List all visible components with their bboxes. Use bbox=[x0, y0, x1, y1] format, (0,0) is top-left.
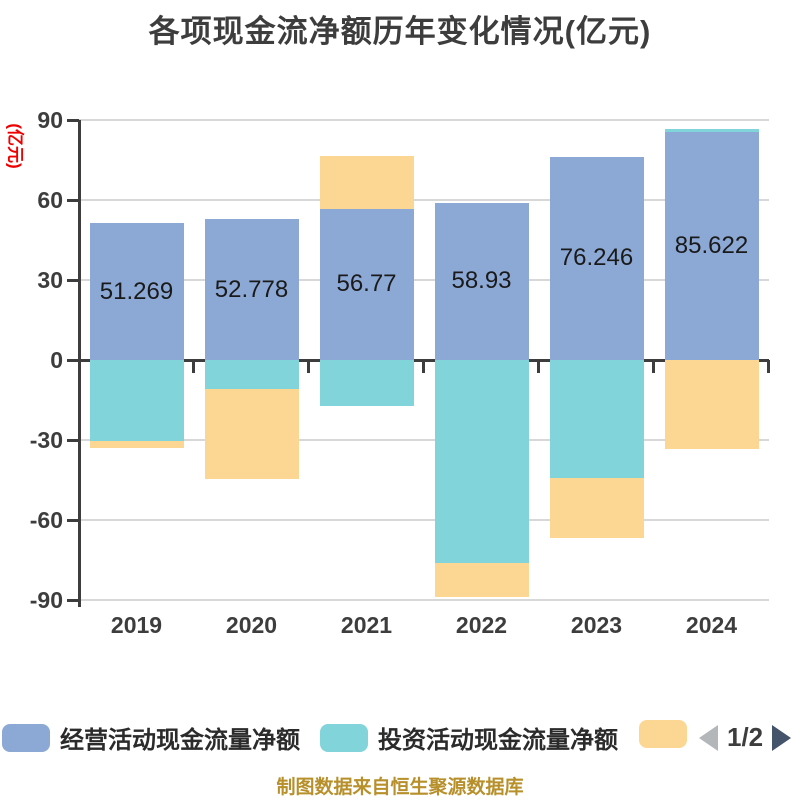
legend: 经营活动现金流量净额 投资活动现金流量净额 1/2 bbox=[0, 716, 800, 762]
y-axis-tick-label: -30 bbox=[29, 427, 63, 453]
y-axis-tick-label: 90 bbox=[37, 107, 63, 133]
bar-segment[interactable] bbox=[434, 202, 529, 360]
bar-segment[interactable] bbox=[664, 360, 759, 450]
gridline bbox=[79, 199, 769, 201]
legend-pager: 1/2 bbox=[699, 722, 792, 753]
bar-value-label: 76.246 bbox=[559, 244, 634, 272]
bar-segment[interactable] bbox=[319, 208, 414, 360]
bar-value-label: 51.269 bbox=[99, 277, 174, 305]
bar-segment[interactable] bbox=[434, 562, 529, 598]
y-axis-tick bbox=[67, 198, 79, 202]
y-axis-tick bbox=[67, 358, 79, 362]
bar-segment[interactable] bbox=[549, 478, 644, 539]
x-axis-label: 2021 bbox=[340, 612, 393, 638]
x-axis-tick bbox=[652, 360, 655, 373]
gridline bbox=[79, 279, 769, 281]
legend-swatch-third bbox=[639, 720, 687, 748]
y-axis-tick-label: 30 bbox=[37, 267, 63, 293]
bar-segment[interactable] bbox=[664, 129, 759, 132]
bar-segment[interactable] bbox=[319, 360, 414, 407]
bar-segment[interactable] bbox=[204, 360, 299, 390]
x-axis-label: 2023 bbox=[570, 612, 623, 638]
legend-item-third-series[interactable] bbox=[639, 716, 687, 748]
bar-segment[interactable] bbox=[434, 360, 529, 563]
legend-item-operating-cashflow[interactable]: 经营活动现金流量净额 bbox=[2, 716, 300, 755]
bar-segment[interactable] bbox=[89, 360, 184, 442]
y-axis-tick-label: 0 bbox=[50, 347, 63, 373]
bar-value-label: 85.622 bbox=[674, 231, 749, 259]
gridline bbox=[79, 439, 769, 441]
x-axis-tick bbox=[422, 360, 425, 373]
y-axis-tick bbox=[67, 118, 79, 122]
bar-value-label: 56.77 bbox=[336, 270, 397, 298]
y-axis-tick bbox=[67, 518, 79, 522]
x-axis-tick bbox=[767, 360, 770, 373]
x-axis-label: 2020 bbox=[225, 612, 278, 638]
legend-label-operating: 经营活动现金流量净额 bbox=[60, 727, 300, 754]
legend-item-investing-cashflow[interactable]: 投资活动现金流量净额 bbox=[320, 716, 618, 755]
x-axis-label: 2019 bbox=[110, 612, 163, 638]
legend-page-indicator: 1/2 bbox=[727, 722, 764, 752]
legend-swatch-operating bbox=[2, 723, 50, 752]
gridline bbox=[79, 519, 769, 521]
y-axis-tick-label: 60 bbox=[37, 187, 63, 213]
bar-chart-plot-area: -90 -60 -30 0 30 60 90 51.269 2019 52.778 2020 56.7… bbox=[29, 107, 770, 638]
y-axis-tick bbox=[67, 598, 79, 602]
bar-segment[interactable] bbox=[204, 389, 299, 479]
legend-next-page-icon[interactable] bbox=[772, 724, 792, 751]
bar-value-label: 52.778 bbox=[214, 275, 289, 303]
bar-segment[interactable] bbox=[89, 223, 184, 360]
y-axis-tick bbox=[67, 278, 79, 282]
legend-label-investing: 投资活动现金流量净额 bbox=[378, 727, 618, 754]
legend-prev-page-icon[interactable] bbox=[699, 724, 718, 751]
x-axis-label: 2024 bbox=[685, 612, 738, 638]
bar-segment[interactable] bbox=[664, 131, 759, 360]
bar-segment[interactable] bbox=[549, 360, 644, 479]
legend-swatch-investing bbox=[320, 723, 368, 752]
x-axis-tick bbox=[192, 360, 195, 373]
bar-segment[interactable] bbox=[549, 156, 644, 360]
y-axis-tick-label: -60 bbox=[29, 507, 63, 533]
bar-segment[interactable] bbox=[89, 441, 184, 449]
bar-segment[interactable] bbox=[204, 219, 299, 360]
gridline bbox=[79, 599, 769, 601]
chart-title: 各项现金流净额历年变化情况(亿元) bbox=[148, 14, 652, 49]
x-axis-tick bbox=[537, 360, 540, 373]
bar-segment[interactable] bbox=[319, 156, 414, 209]
y-axis-tick-label: -90 bbox=[29, 587, 63, 613]
x-axis-tick bbox=[307, 360, 310, 373]
gridline bbox=[79, 119, 769, 121]
source-caption: 制图数据来自恒生聚源数据库 bbox=[276, 777, 524, 798]
bar-value-label: 58.93 bbox=[451, 267, 512, 295]
x-axis-label: 2022 bbox=[455, 612, 508, 638]
y-axis-tick bbox=[67, 438, 79, 442]
y-axis-line bbox=[77, 120, 81, 607]
